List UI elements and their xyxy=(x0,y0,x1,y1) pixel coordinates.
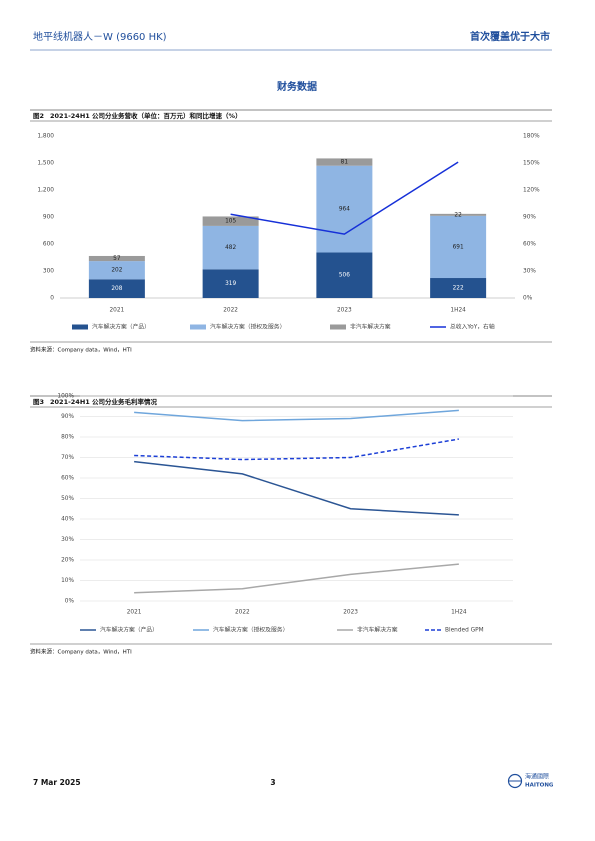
logo-cn: 海通國際 xyxy=(525,773,549,781)
series-line xyxy=(134,563,459,594)
value-label: 222 xyxy=(453,286,464,292)
value-label: 202 xyxy=(111,268,122,274)
yoy-line xyxy=(230,161,459,235)
y-tick-label: 60% xyxy=(61,476,74,482)
y2-tick-label: 30% xyxy=(523,269,536,275)
value-label: 57 xyxy=(113,256,121,262)
legend-label: 汽车解决方案（授权及服务） xyxy=(213,626,288,634)
x-tick-label: 1H24 xyxy=(451,610,467,616)
x-tick-label: 2023 xyxy=(343,610,358,616)
header-right: 首次覆盖优于大市 xyxy=(470,30,550,43)
value-label: 691 xyxy=(453,244,464,250)
bar-segment xyxy=(202,225,259,270)
y2-tick-label: 90% xyxy=(523,215,536,221)
y2-tick-label: 120% xyxy=(523,188,540,194)
figure-title: 2021-24H1 公司分业务毛利率情况 xyxy=(50,397,158,406)
y-tick-label: 0 xyxy=(50,296,54,302)
y-tick-label: 10% xyxy=(61,578,74,584)
section-title: 财务数据 xyxy=(276,80,317,93)
y2-tick-label: 150% xyxy=(523,161,540,167)
y2-tick-label: 180% xyxy=(523,134,540,140)
legend-swatch xyxy=(72,324,88,330)
value-label: 208 xyxy=(111,286,122,292)
value-label: 964 xyxy=(339,207,350,213)
legend-label: 汽车解决方案（产品） xyxy=(92,323,150,331)
legend-label: 汽车解决方案（授权及服务） xyxy=(210,323,285,331)
bar-segment xyxy=(316,165,373,253)
x-tick-label: 2022 xyxy=(223,308,238,314)
legend-label: Blended GPM xyxy=(445,628,484,634)
value-label: 22 xyxy=(454,212,462,218)
x-tick-label: 2021 xyxy=(109,308,124,314)
y-tick-label: 70% xyxy=(61,455,74,461)
header-left: 地平线机器人－W (9660 HK) xyxy=(33,30,167,43)
logo-en: HAITONG xyxy=(525,783,554,789)
legend-label: 汽车解决方案（产品） xyxy=(100,626,158,634)
y-tick-label: 1,800 xyxy=(37,134,54,140)
footer-page: 3 xyxy=(270,778,275,787)
value-label: 319 xyxy=(225,281,236,287)
bar-segment xyxy=(88,261,145,280)
figure-label: 图3 xyxy=(33,397,44,406)
y-tick-label: 900 xyxy=(43,215,54,221)
figure-label: 图2 xyxy=(33,111,44,120)
legend-label: 非汽车解决方案 xyxy=(350,323,391,331)
y2-tick-label: 60% xyxy=(523,242,536,248)
bar-segment xyxy=(430,215,487,279)
x-tick-label: 1H24 xyxy=(450,308,466,314)
figure-title: 2021-24H1 公司分业务营收（单位：百万元）和同比增速（%） xyxy=(50,111,242,120)
y-tick-label: 20% xyxy=(61,558,74,564)
legend-swatch xyxy=(190,324,206,330)
series-line xyxy=(134,409,459,422)
source-note: 资料来源：Company data，Wind，HTI xyxy=(30,346,132,354)
x-tick-label: 2021 xyxy=(127,610,142,616)
legend-swatch xyxy=(330,324,346,330)
bar-segment xyxy=(316,158,373,166)
x-tick-label: 2023 xyxy=(337,308,352,314)
y-tick-label: 50% xyxy=(61,496,74,502)
source-note: 资料来源：Company data，Wind，HTI xyxy=(30,648,132,656)
y-tick-label: 80% xyxy=(61,435,74,441)
y-tick-label: 1,200 xyxy=(37,188,54,194)
legend-label: 非汽车解决方案 xyxy=(357,626,398,634)
y-tick-label: 600 xyxy=(43,242,54,248)
bar-segment xyxy=(88,255,145,262)
y-tick-label: 90% xyxy=(61,414,74,420)
y-tick-label: 30% xyxy=(61,537,74,543)
y-tick-label: 1,500 xyxy=(37,161,54,167)
y-tick-label: 300 xyxy=(43,269,54,275)
bar-segment xyxy=(88,279,145,298)
footer-date: 7 Mar 2025 xyxy=(33,778,81,787)
bar-segment xyxy=(202,216,259,226)
y-tick-label: 40% xyxy=(61,517,74,523)
bar-segment xyxy=(316,252,373,298)
y2-tick-label: 0% xyxy=(523,296,533,302)
value-label: 81 xyxy=(341,160,349,166)
y-tick-label: 0% xyxy=(65,599,75,605)
value-label: 105 xyxy=(225,219,236,225)
logo-mark xyxy=(507,773,523,789)
value-label: 482 xyxy=(225,245,236,251)
series-line xyxy=(134,438,460,461)
bar-segment xyxy=(430,278,487,298)
y-tick-label: 100% xyxy=(57,394,74,400)
bar-segment xyxy=(430,213,487,216)
x-tick-label: 2022 xyxy=(235,610,250,616)
legend-label: 总收入YoY，右轴 xyxy=(450,323,495,331)
series-line xyxy=(134,460,459,516)
bar-segment xyxy=(202,269,259,298)
value-label: 506 xyxy=(339,273,350,279)
